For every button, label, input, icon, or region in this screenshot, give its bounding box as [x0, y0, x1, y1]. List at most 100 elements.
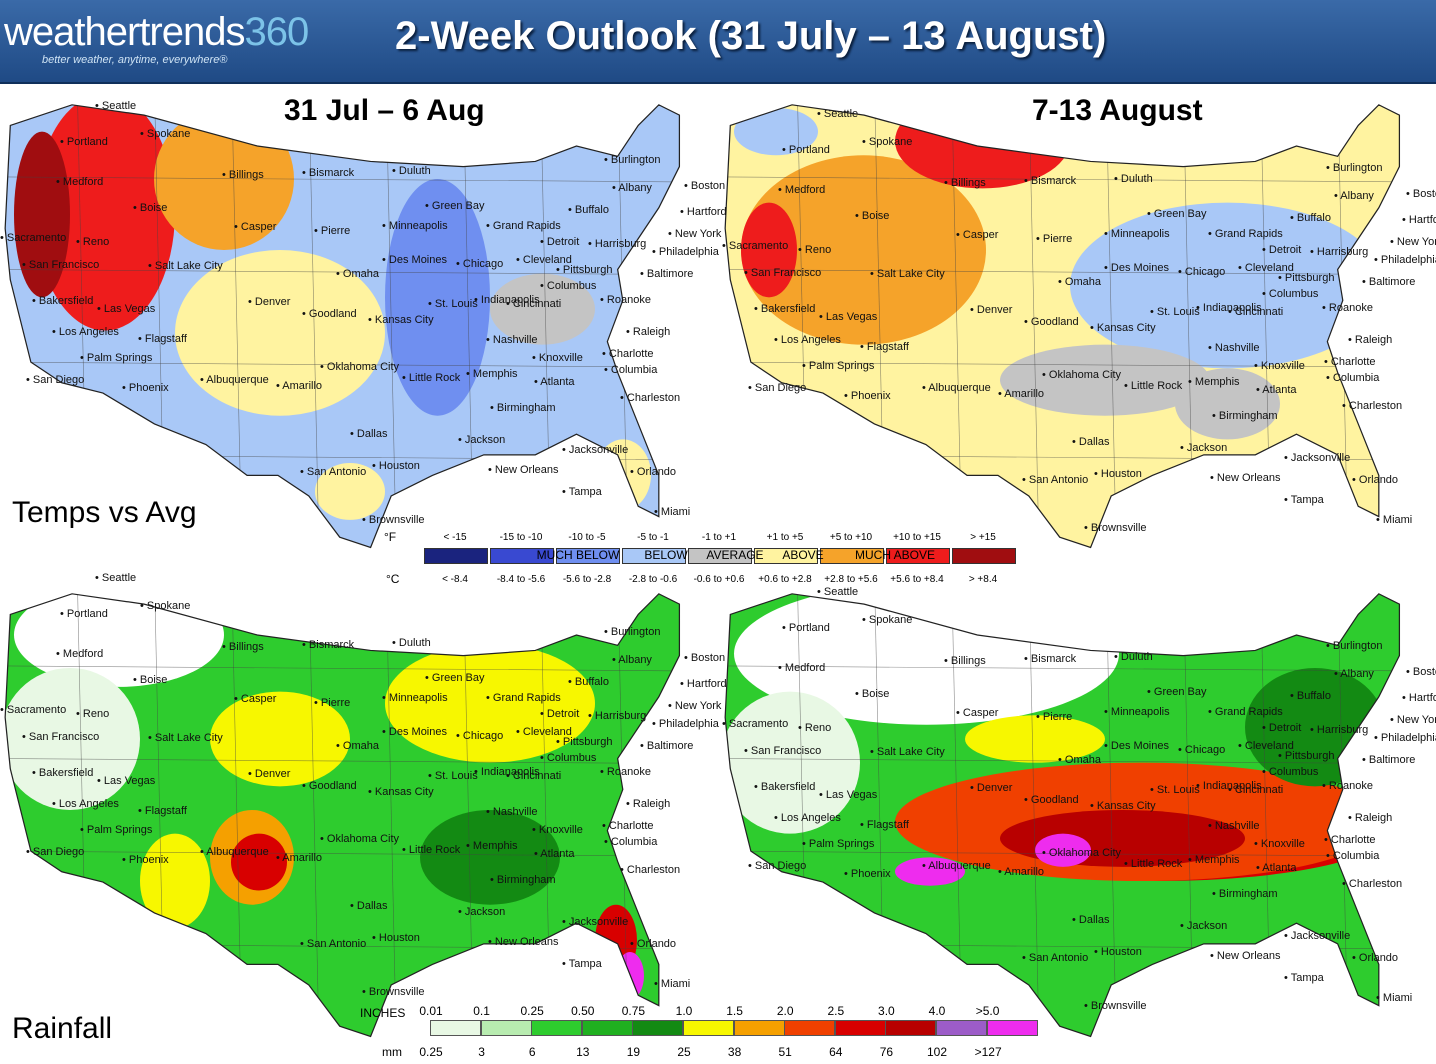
city-label-jackson: • Jackson [458, 434, 506, 446]
map-color-region [965, 715, 1105, 763]
city-label-brownsville: • Brownsville [1084, 1000, 1147, 1012]
city-label-roanoke: • Roanoke [600, 766, 651, 778]
city-label-sacramento: • Sacramento [722, 240, 789, 252]
rain-legend-mm-label: 6 [528, 1045, 536, 1059]
city-label-kansas-city: • Kansas City [368, 314, 434, 326]
city-label-baltimore: • Baltimore [1362, 754, 1416, 766]
rain-legend-inch-label: 2.0 [776, 1004, 794, 1018]
temp-legend-unit-c: °C [386, 572, 400, 586]
city-label-grand-rapids: • Grand Rapids [1208, 706, 1283, 718]
city-label-raleigh: • Raleigh [1348, 334, 1393, 346]
city-label-detroit: • Detroit [540, 708, 580, 720]
city-label-bakersfield: • Bakersfield [754, 303, 816, 315]
city-label-boston: • Boston [684, 652, 726, 664]
rain-legend-inch-label: 0.25 [520, 1004, 544, 1018]
city-label-amarillo: • Amarillo [276, 380, 323, 392]
city-label-boise: • Boise [855, 210, 890, 222]
city-label-los-angeles: • Los Angeles [774, 812, 841, 824]
city-label-chicago: • Chicago [1178, 744, 1226, 756]
city-label-chicago: • Chicago [456, 258, 504, 270]
rain-legend-mm-label: 51 [778, 1045, 792, 1059]
city-label-casper: • Casper [234, 693, 277, 705]
city-label-portland: • Portland [60, 136, 108, 148]
city-label-los-angeles: • Los Angeles [52, 798, 119, 810]
city-label-goodland: • Goodland [302, 308, 357, 320]
city-label-seattle: • Seattle [95, 572, 137, 584]
city-label-memphis: • Memphis [1188, 854, 1240, 866]
city-label-san-diego: • San Diego [26, 846, 85, 858]
map-color-region [1175, 368, 1280, 440]
temp-legend-c-label: -0.6 to +0.6 [693, 574, 745, 585]
city-label-portland: • Portland [782, 622, 830, 634]
city-label-medford: • Medford [778, 184, 826, 196]
city-label-salt-lake: • Salt Lake City [870, 268, 945, 280]
city-label-miami: • Miami [654, 978, 691, 990]
city-label-buffalo: • Buffalo [568, 676, 609, 688]
map-color-region [34, 104, 175, 331]
city-label-san-francisco: • San Francisco [744, 267, 822, 279]
city-label-nashville: • Nashville [486, 334, 538, 346]
city-label-raleigh: • Raleigh [626, 326, 671, 338]
city-label-san-antonio: • San Antonio [1022, 952, 1089, 964]
city-label-kansas-city: • Kansas City [1090, 800, 1156, 812]
city-label-pittsburgh: • Pittsburgh [1278, 272, 1335, 284]
city-label-green-bay: • Green Bay [1147, 686, 1207, 698]
rain-legend-swatch [834, 1020, 886, 1036]
city-label-goodland: • Goodland [302, 780, 357, 792]
city-label-palm-springs: • Palm Springs [802, 360, 875, 372]
city-label-brownsville: • Brownsville [1084, 522, 1147, 534]
city-label-reno: • Reno [76, 708, 110, 720]
city-label-seattle: • Seattle [817, 586, 859, 598]
rain-legend-swatch [733, 1020, 785, 1036]
city-label-salt-lake: • Salt Lake City [148, 732, 223, 744]
rain-legend-unit-in: INCHES [360, 1006, 406, 1020]
logo-wordmark: weathertrends360 [4, 10, 309, 54]
city-label-oklahoma-city: • Oklahoma City [320, 361, 400, 373]
city-label-charlotte: • Charlotte [1324, 356, 1376, 368]
city-label-new-orleans: • New Orleans [488, 936, 559, 948]
city-label-denver: • Denver [970, 782, 1013, 794]
city-label-jacksonville: • Jacksonville [562, 444, 629, 456]
city-label-roanoke: • Roanoke [1322, 302, 1373, 314]
city-label-burlington: • Burlington [1326, 640, 1383, 652]
city-label-hartford: • Hartford [1402, 214, 1436, 226]
city-label-medford: • Medford [56, 648, 104, 660]
map-color-region [734, 107, 818, 156]
city-label-hartford: • Hartford [680, 206, 727, 218]
city-label-nashville: • Nashville [1208, 820, 1260, 832]
city-label-cincinnati: • Cincinnati [506, 770, 562, 782]
city-label-boston: • Boston [1406, 666, 1436, 678]
temp-legend-swatch [490, 548, 554, 564]
city-label-columbia: • Columbia [1326, 372, 1380, 384]
temp-legend-swatch [688, 548, 752, 564]
map-color-region [741, 155, 986, 345]
logo-tagline: better weather, anytime, everywhere® [42, 54, 228, 66]
city-label-san-antonio: • San Antonio [300, 938, 367, 950]
city-label-san-antonio: • San Antonio [1022, 474, 1089, 486]
city-label-sacramento: • Sacramento [0, 704, 67, 716]
city-label-grand-rapids: • Grand Rapids [486, 692, 561, 704]
city-label-birmingham: • Birmingham [490, 874, 556, 886]
city-label-cincinnati: • Cincinnati [506, 298, 562, 310]
temp-legend-category: ABOVE [782, 548, 824, 562]
city-label-boise: • Boise [133, 202, 168, 214]
temp-legend-f-label: < -15 [443, 532, 467, 543]
city-label-flagstaff: • Flagstaff [860, 819, 909, 831]
city-label-atlanta: • Atlanta [1256, 384, 1297, 396]
city-label-cincinnati: • Cincinnati [1228, 784, 1284, 796]
city-label-casper: • Casper [234, 221, 277, 233]
city-label-st-louis: • St. Louis [428, 770, 478, 782]
city-label-albany: • Albany [1334, 668, 1374, 680]
city-label-duluth: • Duluth [392, 165, 431, 177]
map-color-region [725, 691, 860, 834]
city-label-los-angeles: • Los Angeles [52, 326, 119, 338]
city-label-pittsburgh: • Pittsburgh [556, 736, 613, 748]
city-label-palm-springs: • Palm Springs [802, 838, 875, 850]
rain-legend-swatch [936, 1020, 987, 1036]
city-label-new-orleans: • New Orleans [1210, 472, 1281, 484]
city-label-palm-springs: • Palm Springs [80, 824, 153, 836]
city-label-cleveland: • Cleveland [516, 726, 572, 738]
city-label-bakersfield: • Bakersfield [754, 781, 816, 793]
rain-legend-mm-label: 102 [926, 1045, 948, 1059]
city-label-portland: • Portland [60, 608, 108, 620]
